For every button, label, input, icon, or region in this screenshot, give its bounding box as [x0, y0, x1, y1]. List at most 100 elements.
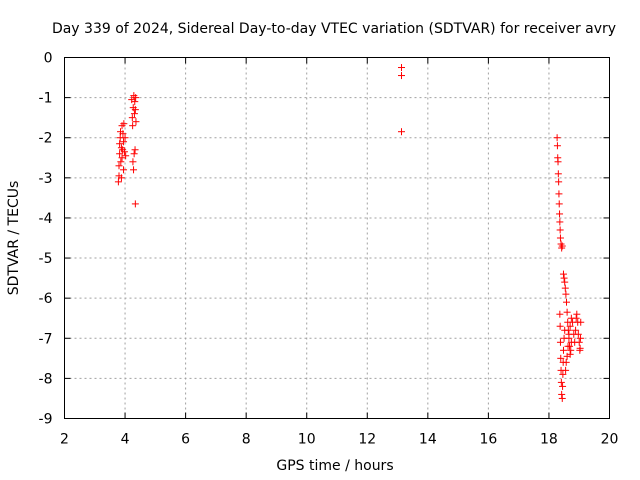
- data-point-marker: [132, 94, 140, 102]
- y-axis-label: SDTVAR / TECUs: [6, 181, 22, 296]
- data-point-marker: [397, 64, 405, 72]
- data-point-marker: [572, 314, 580, 322]
- data-point-marker: [558, 242, 566, 250]
- data-point-marker: [556, 218, 564, 226]
- y-tick-label: -1: [39, 91, 53, 107]
- data-point-marker: [555, 190, 563, 198]
- x-tick-label: 20: [601, 432, 619, 448]
- data-point-marker: [564, 326, 572, 334]
- data-point-marker: [117, 158, 125, 166]
- data-point-marker: [558, 394, 566, 402]
- data-point-marker: [563, 308, 571, 316]
- data-point-marker: [114, 178, 122, 186]
- data-point-marker: [560, 274, 568, 282]
- data-point-marker: [121, 134, 129, 142]
- data-point-marker: [119, 130, 127, 138]
- data-point-marker: [397, 128, 405, 136]
- data-point-marker: [557, 354, 565, 362]
- data-point-marker: [561, 284, 569, 292]
- data-point-marker: [556, 322, 564, 330]
- data-point-marker: [130, 166, 138, 174]
- y-tick-label: -5: [39, 251, 53, 267]
- data-point-marker: [562, 358, 570, 366]
- y-tick-label: 0: [44, 51, 53, 67]
- x-tick-label: 8: [242, 432, 251, 448]
- data-point-marker: [120, 166, 128, 174]
- data-point-marker: [557, 378, 565, 386]
- y-tick-label: -9: [39, 412, 53, 428]
- data-point-marker: [553, 142, 561, 150]
- data-point-marker: [117, 174, 125, 182]
- x-tick-label: 14: [419, 432, 437, 448]
- data-point-marker: [576, 344, 584, 352]
- x-tick-label: 16: [479, 432, 497, 448]
- y-tick-label: -4: [39, 211, 53, 227]
- data-point-marker: [131, 106, 139, 114]
- data-point-marker: [562, 366, 570, 374]
- data-point-marker: [574, 330, 582, 338]
- chart-title: Day 339 of 2024, Sidereal Day-to-day VTE…: [52, 21, 616, 37]
- data-point-marker: [130, 110, 138, 118]
- data-point-marker: [556, 310, 564, 318]
- data-point-marker: [554, 158, 562, 166]
- plot-frame: [64, 57, 610, 419]
- data-point-marker: [131, 200, 139, 208]
- data-point-marker: [575, 338, 583, 346]
- data-point-marker: [567, 346, 575, 354]
- data-points: [114, 64, 585, 402]
- data-point-marker: [555, 178, 563, 186]
- data-point-marker: [573, 310, 581, 318]
- grid-layer: [64, 57, 610, 419]
- data-point-marker: [563, 298, 571, 306]
- data-point-marker: [132, 118, 140, 126]
- y-tick-label: -7: [39, 331, 53, 347]
- data-point-marker: [553, 134, 561, 142]
- data-point-marker: [115, 162, 123, 170]
- x-tick-label: 18: [540, 432, 558, 448]
- data-point-marker: [559, 346, 567, 354]
- x-tick-label: 12: [358, 432, 376, 448]
- data-point-marker: [559, 370, 567, 378]
- data-point-marker: [120, 148, 128, 156]
- data-point-marker: [561, 278, 569, 286]
- data-point-marker: [562, 290, 570, 298]
- data-point-marker: [559, 270, 567, 278]
- y-tick-label: -6: [39, 291, 53, 307]
- data-point-marker: [122, 152, 130, 160]
- data-point-marker: [554, 170, 562, 178]
- data-point-marker: [556, 210, 564, 218]
- data-point-marker: [564, 342, 572, 350]
- y-tick-label: -8: [39, 371, 53, 387]
- x-tick-label: 4: [121, 432, 130, 448]
- data-point-marker: [576, 334, 584, 342]
- x-tick-label: 6: [181, 432, 190, 448]
- data-point-marker: [131, 98, 139, 106]
- data-point-marker: [397, 72, 405, 80]
- data-point-marker: [118, 154, 126, 162]
- data-point-marker: [120, 138, 128, 146]
- data-point-marker: [556, 338, 564, 346]
- data-point-marker: [556, 226, 564, 234]
- data-point-marker: [563, 352, 571, 360]
- data-point-marker: [558, 390, 566, 398]
- data-point-marker: [130, 150, 138, 158]
- data-point-marker: [131, 146, 139, 154]
- data-point-marker: [129, 122, 137, 130]
- data-point-marker: [572, 326, 580, 334]
- data-point-marker: [116, 150, 124, 158]
- y-tick-label: -2: [39, 131, 53, 147]
- x-axis-label: GPS time / hours: [276, 458, 393, 474]
- x-tick-label: 2: [60, 432, 69, 448]
- tick-layer: 2 4 6 8 10 12 14 16 18 20 0 -1 -2 -3 -4 -5 -6 -7 -8 -9: [39, 51, 619, 448]
- data-point-marker: [566, 322, 574, 330]
- x-tick-label: 10: [298, 432, 316, 448]
- data-point-marker: [116, 140, 124, 148]
- data-point-marker: [129, 158, 137, 166]
- data-point-marker: [556, 234, 564, 242]
- data-point-marker: [559, 382, 567, 390]
- data-point-marker: [577, 318, 585, 326]
- data-point-marker: [120, 120, 128, 128]
- y-tick-label: -3: [39, 171, 53, 187]
- data-point-marker: [128, 114, 136, 122]
